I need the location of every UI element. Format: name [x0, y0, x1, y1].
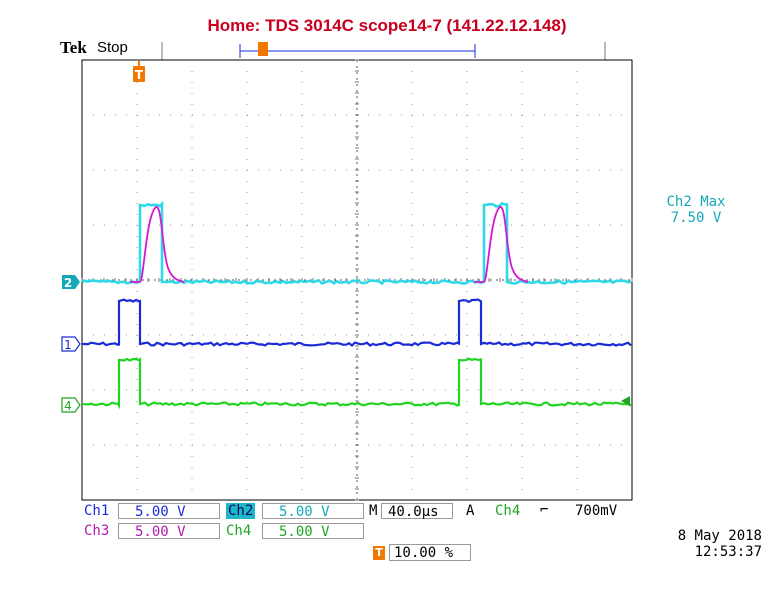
window-title: Home: TDS 3014C scope14-7 (141.22.12.148…	[207, 16, 567, 35]
ch3-label: Ch3	[84, 523, 110, 539]
ch1-waveform	[82, 298, 632, 347]
ch3-scale[interactable]: 5.00 V	[118, 523, 220, 540]
ch2-max-readout: Ch2 Max 7.50 V	[650, 194, 742, 226]
svg-text:2: 2	[64, 276, 72, 290]
ch1-ground-marker[interactable]: 1	[61, 336, 81, 352]
ch2-scale[interactable]: 5.00 V	[262, 503, 364, 520]
trigger-source[interactable]: Ch4	[495, 503, 521, 519]
ch2-ground-marker[interactable]: 2	[62, 275, 80, 290]
timestamp-time: 12:53:37	[694, 544, 762, 560]
svg-text:1: 1	[64, 338, 72, 352]
ch2-max-value: 7.50 V	[670, 210, 722, 226]
trigger-level-arrow[interactable]	[621, 396, 630, 406]
trigger-position-marker[interactable]: T	[133, 61, 145, 82]
ch2-max-label: Ch2 Max	[666, 194, 726, 210]
ch1-label: Ch1	[84, 503, 110, 519]
timestamp-date: 8 May 2018	[677, 528, 762, 544]
trigger-position-icon: T	[373, 546, 385, 560]
acquisition-state: Stop	[97, 39, 128, 56]
ch2-waveform	[81, 200, 632, 286]
timestamp: 8 May 2018 12:53:37	[632, 528, 762, 560]
waveforms	[81, 200, 632, 410]
ch4-waveform	[81, 357, 632, 410]
trigger-level[interactable]: 700mV	[575, 503, 618, 519]
trigger-mode: A	[466, 503, 475, 519]
trigger-position-value[interactable]: 10.00 %	[389, 544, 471, 561]
brand-logo: Tek	[60, 38, 87, 57]
ch1-scale[interactable]: 5.00 V	[118, 503, 220, 520]
ch4-scale[interactable]: 5.00 V	[262, 523, 364, 540]
ch3-waveform	[130, 206, 529, 283]
ch4-label: Ch4	[226, 523, 252, 539]
ch2-label: Ch2	[226, 503, 256, 519]
trigger-slope-icon[interactable]: ⌐	[540, 502, 549, 518]
trigger-marker-label: T	[135, 68, 144, 82]
timebase-scale[interactable]: 40.0µs	[381, 503, 453, 520]
timebase-prefix: M	[369, 503, 378, 519]
svg-text:4: 4	[64, 399, 72, 413]
ch4-ground-marker[interactable]: 4	[61, 397, 81, 413]
record-view-bar	[161, 42, 606, 60]
